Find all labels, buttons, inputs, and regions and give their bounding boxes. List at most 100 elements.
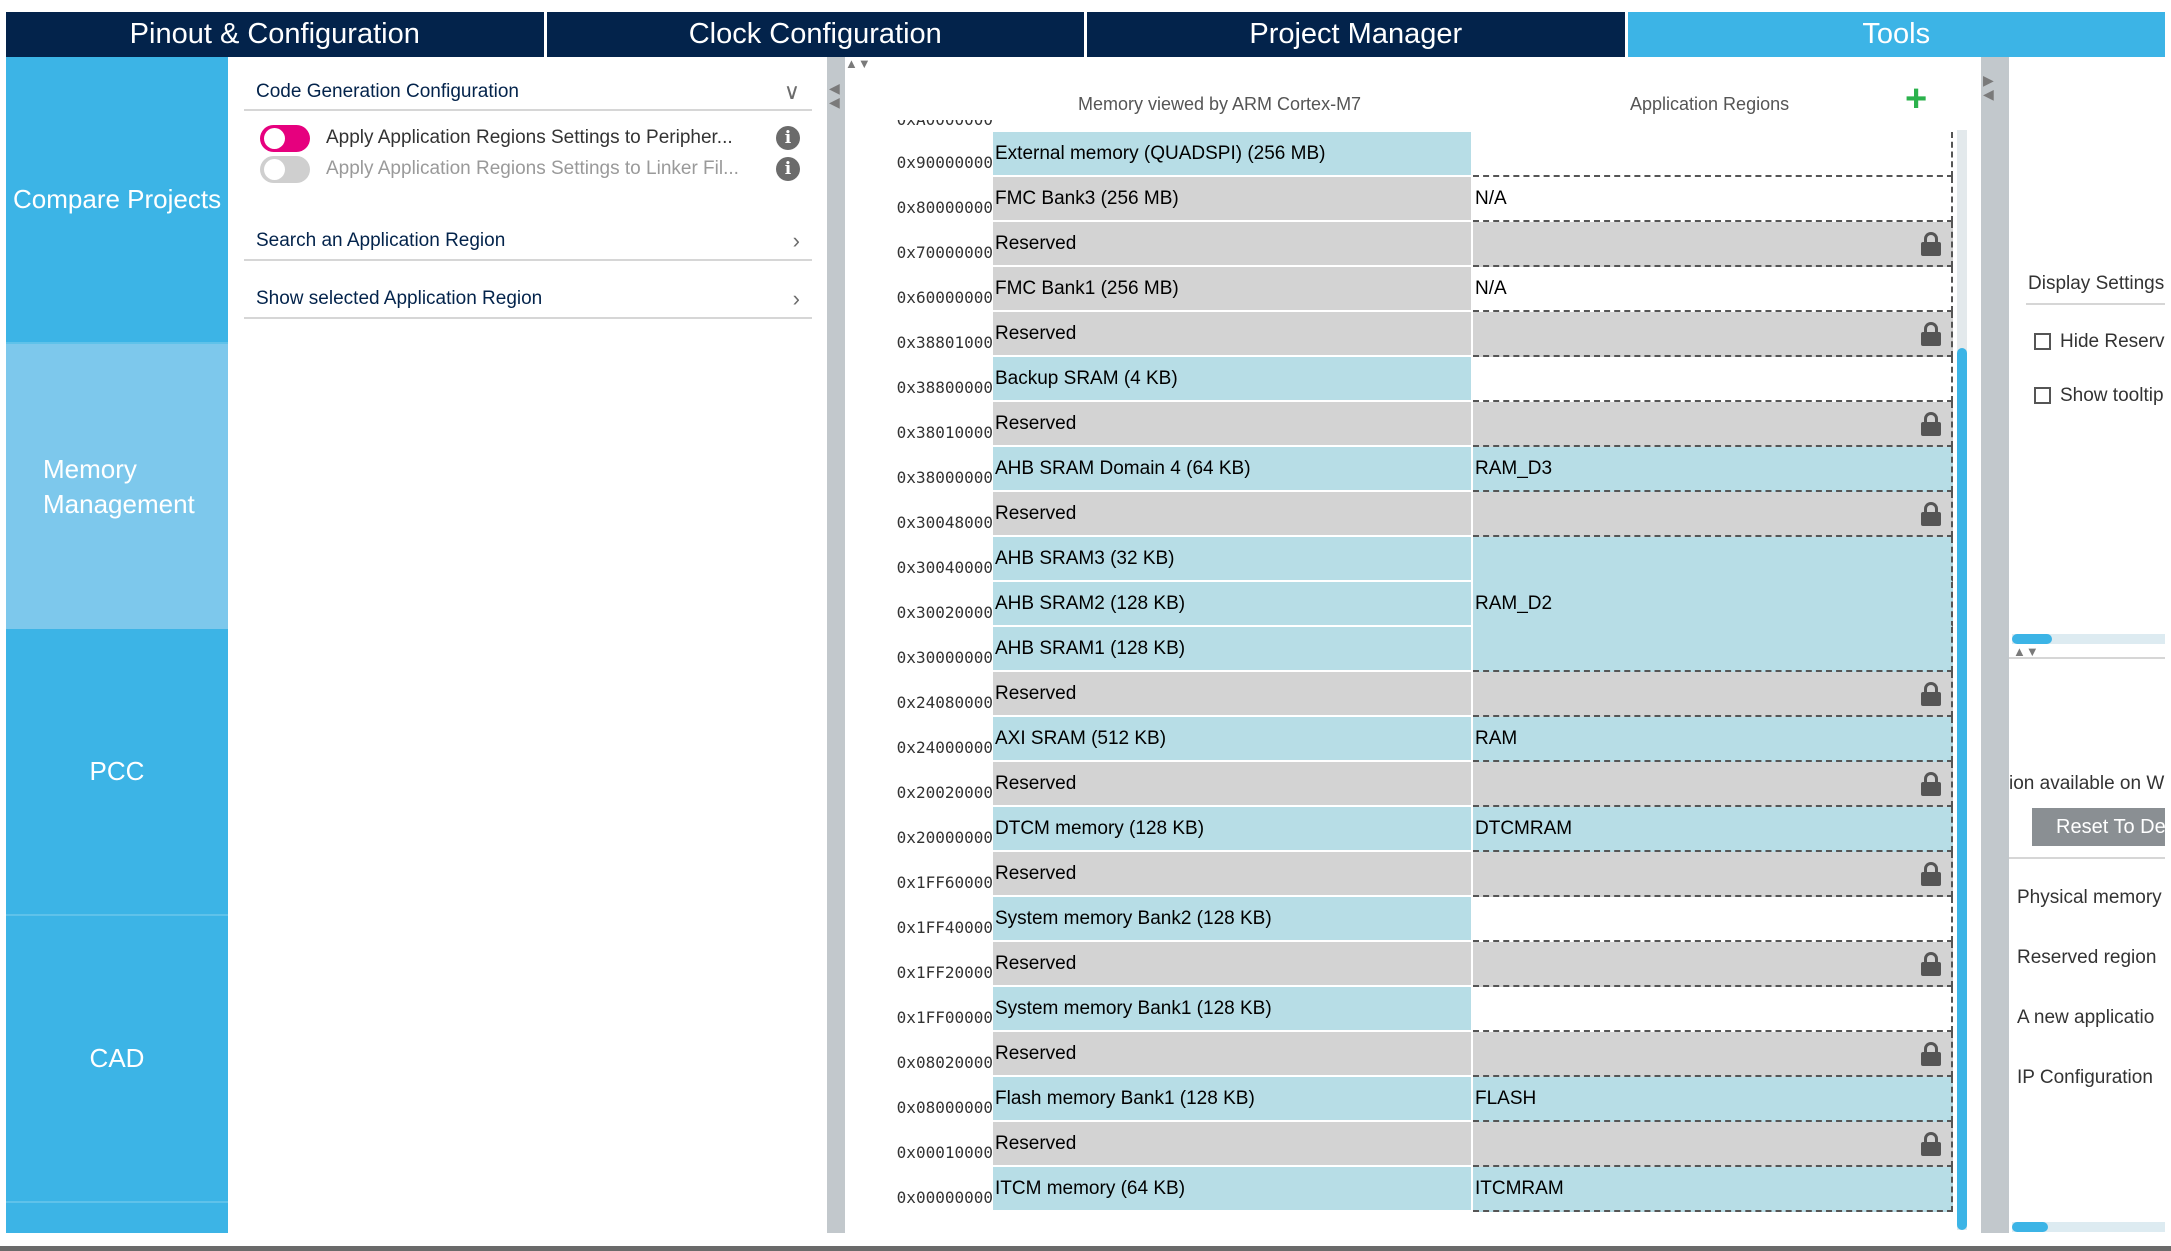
apply-to-linker-toggle[interactable] (260, 155, 310, 183)
legend-hscrollbar[interactable] (2012, 1222, 2165, 1232)
memory-region-cell[interactable]: Backup SRAM (4 KB) (993, 357, 1471, 402)
memory-region-cell[interactable]: AHB SRAM1 (128 KB) (993, 627, 1471, 672)
memory-region-cell[interactable]: AXI SRAM (512 KB) (993, 717, 1471, 762)
side-tab-divider (6, 914, 228, 916)
application-region-cell[interactable] (1473, 132, 1953, 177)
apply-to-peripherals-toggle[interactable] (260, 124, 310, 152)
tab-pinout-configuration[interactable]: Pinout & Configuration (6, 12, 547, 57)
collapse-arrows-icon[interactable]: ◀ ◀ (829, 80, 840, 110)
address-label: 0x60000000 (896, 288, 993, 307)
show-tooltip-checkbox[interactable] (2034, 387, 2051, 404)
reserved-memory-cell[interactable]: Reserved (993, 1032, 1471, 1077)
panel-splitter-right[interactable]: ▶ ◀ (1981, 57, 2009, 1233)
reset-to-default-button[interactable]: Reset To De (2032, 808, 2165, 846)
reserved-memory-cell[interactable]: Reserved (993, 222, 1471, 267)
lock-body (1921, 1052, 1941, 1066)
memory-region-cell[interactable]: AHB SRAM2 (128 KB) (993, 582, 1471, 627)
apply-to-linker-label: Apply Application Regions Settings to Li… (326, 158, 739, 179)
memory-region-cell[interactable]: FMC Bank1 (256 MB) (993, 267, 1471, 312)
application-region-cell[interactable]: ITCMRAM (1473, 1167, 1953, 1212)
address-label: 0x30040000 (896, 558, 993, 577)
lock-shackle (1924, 1132, 1938, 1144)
address-label: 0x20000000 (896, 828, 993, 847)
application-region-cell[interactable] (1473, 762, 1953, 807)
hide-reserved-checkbox[interactable] (2034, 333, 2051, 350)
memory-region-cell[interactable]: AHB SRAM3 (32 KB) (993, 537, 1471, 582)
application-region-cell[interactable]: DTCMRAM (1473, 807, 1953, 852)
memory-region-cell[interactable]: DTCM memory (128 KB) (993, 807, 1471, 852)
application-region-cell[interactable] (1473, 1032, 1953, 1077)
add-application-region-icon[interactable]: + (1905, 78, 1928, 120)
reserved-memory-cell[interactable]: Reserved (993, 942, 1471, 987)
application-region-cell[interactable] (1473, 897, 1953, 942)
memory-label-line2: Management (43, 488, 195, 519)
address-label: 0x24080000 (896, 693, 993, 712)
memory-map-scrollbar-thumb[interactable] (1957, 348, 1967, 1230)
divider (2009, 857, 2165, 859)
side-tab-pcc[interactable]: PCC (6, 629, 228, 914)
application-region-cell[interactable] (1473, 537, 1953, 582)
chevron-right-icon: › (792, 286, 800, 311)
address-label: 0x00000000 (896, 1188, 993, 1207)
collapse-arrows-icon[interactable]: ▲▼ (2013, 644, 2039, 659)
settings-hscrollbar-thumb[interactable] (2012, 634, 2052, 644)
collapse-arrows-icon[interactable]: ▶ ◀ (1983, 72, 1994, 102)
application-region-cell[interactable] (1473, 357, 1953, 402)
tab-clock-configuration[interactable]: Clock Configuration (546, 12, 1087, 57)
reserved-memory-cell[interactable]: Reserved (993, 312, 1471, 357)
application-region-cell[interactable]: FLASH (1473, 1077, 1953, 1122)
panel-splitter-left[interactable]: ◀ ◀ (827, 57, 845, 1233)
application-region-cell[interactable] (1473, 222, 1953, 267)
memory-region-cell[interactable]: ITCM memory (64 KB) (993, 1167, 1471, 1212)
application-region-cell[interactable] (1473, 942, 1953, 987)
side-tab-more[interactable] (6, 1203, 228, 1233)
lock-icon (1921, 1132, 1941, 1156)
show-selected-application-region[interactable]: Show selected Application Region › (244, 281, 812, 319)
tab-tools[interactable]: Tools (1627, 12, 2165, 57)
code-generation-configuration-header[interactable]: Code Generation Configuration ∨ (244, 75, 812, 111)
memory-region-cell[interactable]: FMC Bank3 (256 MB) (993, 177, 1471, 222)
reserved-memory-cell[interactable]: Reserved (993, 672, 1471, 717)
show-selected-application-region-label: Show selected Application Region (256, 288, 543, 309)
collapse-arrows-icon[interactable]: ▲▼ (845, 56, 871, 71)
application-region-cell[interactable]: RAM_D3 (1473, 447, 1953, 492)
reserved-memory-cell[interactable]: Reserved (993, 762, 1471, 807)
application-region-cell[interactable] (1473, 312, 1953, 357)
reserved-memory-cell[interactable]: Reserved (993, 402, 1471, 447)
memory-map-scrollbar[interactable] (1957, 130, 1967, 1230)
application-region-cell[interactable]: N/A (1473, 267, 1953, 312)
legend-hscrollbar-thumb[interactable] (2012, 1222, 2048, 1232)
memory-region-cell[interactable]: AHB SRAM Domain 4 (64 KB) (993, 447, 1471, 492)
application-region-cell[interactable] (1473, 402, 1953, 447)
application-region-cell[interactable]: RAM_D2 (1473, 582, 1953, 627)
memory-region-cell[interactable]: External memory (QUADSPI) (256 MB) (993, 132, 1471, 177)
settings-hscrollbar[interactable] (2012, 634, 2165, 644)
tab-project-manager[interactable]: Project Manager (1087, 12, 1628, 57)
lock-body (1921, 962, 1941, 976)
application-region-cell[interactable]: N/A (1473, 177, 1953, 222)
lock-icon (1921, 772, 1941, 796)
application-region-cell[interactable] (1473, 987, 1953, 1032)
memory-region-cell[interactable]: System memory Bank1 (128 KB) (993, 987, 1471, 1032)
reserved-memory-cell[interactable]: Reserved (993, 1122, 1471, 1167)
side-tab-compare-projects[interactable]: Compare Projects (6, 57, 228, 342)
window-bottom-border (0, 1246, 2171, 1251)
lock-body (1921, 242, 1941, 256)
application-region-cell[interactable] (1473, 852, 1953, 897)
reserved-memory-cell[interactable]: Reserved (993, 492, 1471, 537)
address-label: 0x38800000 (896, 378, 993, 397)
application-region-cell[interactable] (1473, 672, 1953, 717)
side-tab-memory-management[interactable]: Memory Management (6, 344, 228, 629)
application-region-cell[interactable] (1473, 627, 1953, 672)
application-region-cell[interactable] (1473, 492, 1953, 537)
top-nav-bar: Pinout & Configuration Clock Configurati… (6, 12, 2165, 57)
reserved-memory-cell[interactable]: Reserved (993, 852, 1471, 897)
application-region-cell[interactable]: RAM (1473, 717, 1953, 762)
memory-region-cell[interactable]: System memory Bank2 (128 KB) (993, 897, 1471, 942)
search-application-region[interactable]: Search an Application Region › (244, 223, 812, 261)
application-region-cell[interactable] (1473, 1122, 1953, 1167)
info-icon[interactable]: i (776, 126, 800, 150)
info-icon[interactable]: i (776, 157, 800, 181)
side-tab-cad[interactable]: CAD (6, 916, 228, 1201)
memory-region-cell[interactable]: Flash memory Bank1 (128 KB) (993, 1077, 1471, 1122)
